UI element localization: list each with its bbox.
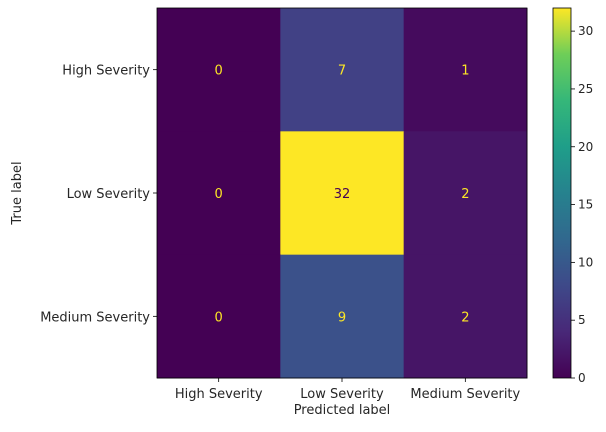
cell-value-label: 0 [215,310,223,325]
heatmap-cell [280,8,405,132]
heatmap-cell [157,8,281,132]
y-tick-label: Medium Severity [40,310,150,325]
y-axis-ticks: High Severity Low Severity Medium Severity [40,64,157,325]
cell-value-label: 2 [461,187,469,202]
y-axis-label: True label [10,161,25,225]
x-tick-label: High Severity [175,387,263,402]
colorbar-tick-label: 15 [578,198,593,212]
cell-value-label: 32 [334,187,351,202]
colorbar-tick-label: 25 [578,82,593,96]
cell-value-label: 0 [215,64,223,79]
heatmap-cell [403,8,528,132]
heatmap-cell [403,254,528,379]
colorbar-ticks: 0 5 10 15 20 25 30 [571,24,593,385]
heatmap-cell [403,131,528,256]
cell-value-label: 9 [338,310,346,325]
cell-value-label: 7 [338,64,346,79]
cell-value-label: 1 [461,64,469,79]
heatmap-cell [157,131,281,256]
colorbar-tick-label: 20 [578,140,593,154]
cell-value-label: 0 [215,187,223,202]
x-tick-label: Low Severity [300,387,384,402]
cell-value-labels: 0 7 1 0 32 2 0 9 2 [215,64,470,326]
heatmap-cell [157,254,281,379]
x-axis-label: Predicted label [294,403,391,418]
colorbar-tick-label: 30 [578,24,593,38]
y-tick-label: Low Severity [67,187,151,202]
x-tick-label: Medium Severity [410,387,520,402]
colorbar-tick-label: 0 [578,371,586,385]
x-axis-ticks: High Severity Low Severity Medium Severity [175,378,521,402]
y-tick-label: High Severity [62,64,150,79]
heatmap-cell [280,131,405,256]
heatmap-cell [280,254,405,379]
colorbar-tick-label: 10 [578,255,593,269]
colorbar-tick-label: 5 [578,313,586,327]
colorbar [552,7,572,379]
cell-value-label: 2 [461,310,469,325]
heatmap-cells [157,8,528,379]
